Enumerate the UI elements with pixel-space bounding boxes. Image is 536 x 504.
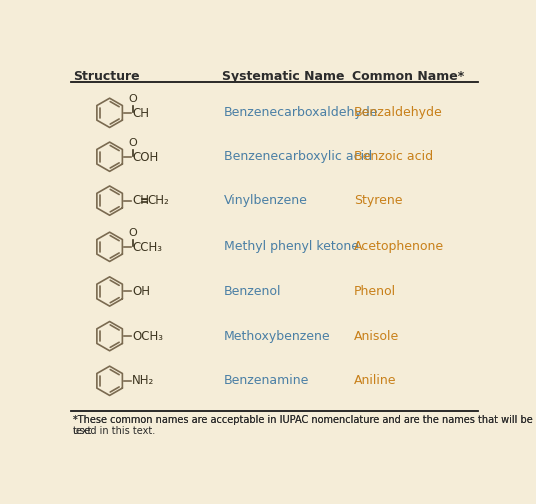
Text: CH₂: CH₂ xyxy=(147,194,169,207)
Text: Anisole: Anisole xyxy=(354,330,399,343)
Text: CH: CH xyxy=(132,194,149,207)
Text: Aniline: Aniline xyxy=(354,374,396,387)
Text: Benzenamine: Benzenamine xyxy=(224,374,309,387)
Text: NH₂: NH₂ xyxy=(132,374,154,387)
Text: CH: CH xyxy=(132,107,149,120)
Text: Common Name*: Common Name* xyxy=(352,71,465,84)
Text: Acetophenone: Acetophenone xyxy=(354,240,444,254)
Text: Vinylbenzene: Vinylbenzene xyxy=(224,194,308,207)
Text: Benzaldehyde: Benzaldehyde xyxy=(354,106,443,119)
Text: O: O xyxy=(129,94,137,104)
Text: Styrene: Styrene xyxy=(354,194,402,207)
Text: O: O xyxy=(129,138,137,148)
Text: Benzenecarboxylic acid: Benzenecarboxylic acid xyxy=(224,150,371,163)
Text: Methoxybenzene: Methoxybenzene xyxy=(224,330,330,343)
Text: Phenol: Phenol xyxy=(354,285,396,298)
Text: OH: OH xyxy=(132,285,150,298)
Text: Benzenecarboxaldehyde: Benzenecarboxaldehyde xyxy=(224,106,378,119)
Text: OCH₃: OCH₃ xyxy=(132,330,163,343)
Text: COH: COH xyxy=(132,151,158,164)
Text: CCH₃: CCH₃ xyxy=(132,241,162,254)
Text: *These common names are acceptable in IUPAC nomenclature and are the names that : *These common names are acceptable in IU… xyxy=(73,415,536,436)
Text: Benzoic acid: Benzoic acid xyxy=(354,150,433,163)
Text: *These common names are acceptable in IUPAC nomenclature and are the names that : *These common names are acceptable in IU… xyxy=(73,415,533,436)
Text: Benzenol: Benzenol xyxy=(224,285,281,298)
Text: O: O xyxy=(129,228,137,238)
Text: Structure: Structure xyxy=(73,71,140,84)
Text: Systematic Name: Systematic Name xyxy=(222,71,345,84)
Text: Methyl phenyl ketone: Methyl phenyl ketone xyxy=(224,240,359,254)
